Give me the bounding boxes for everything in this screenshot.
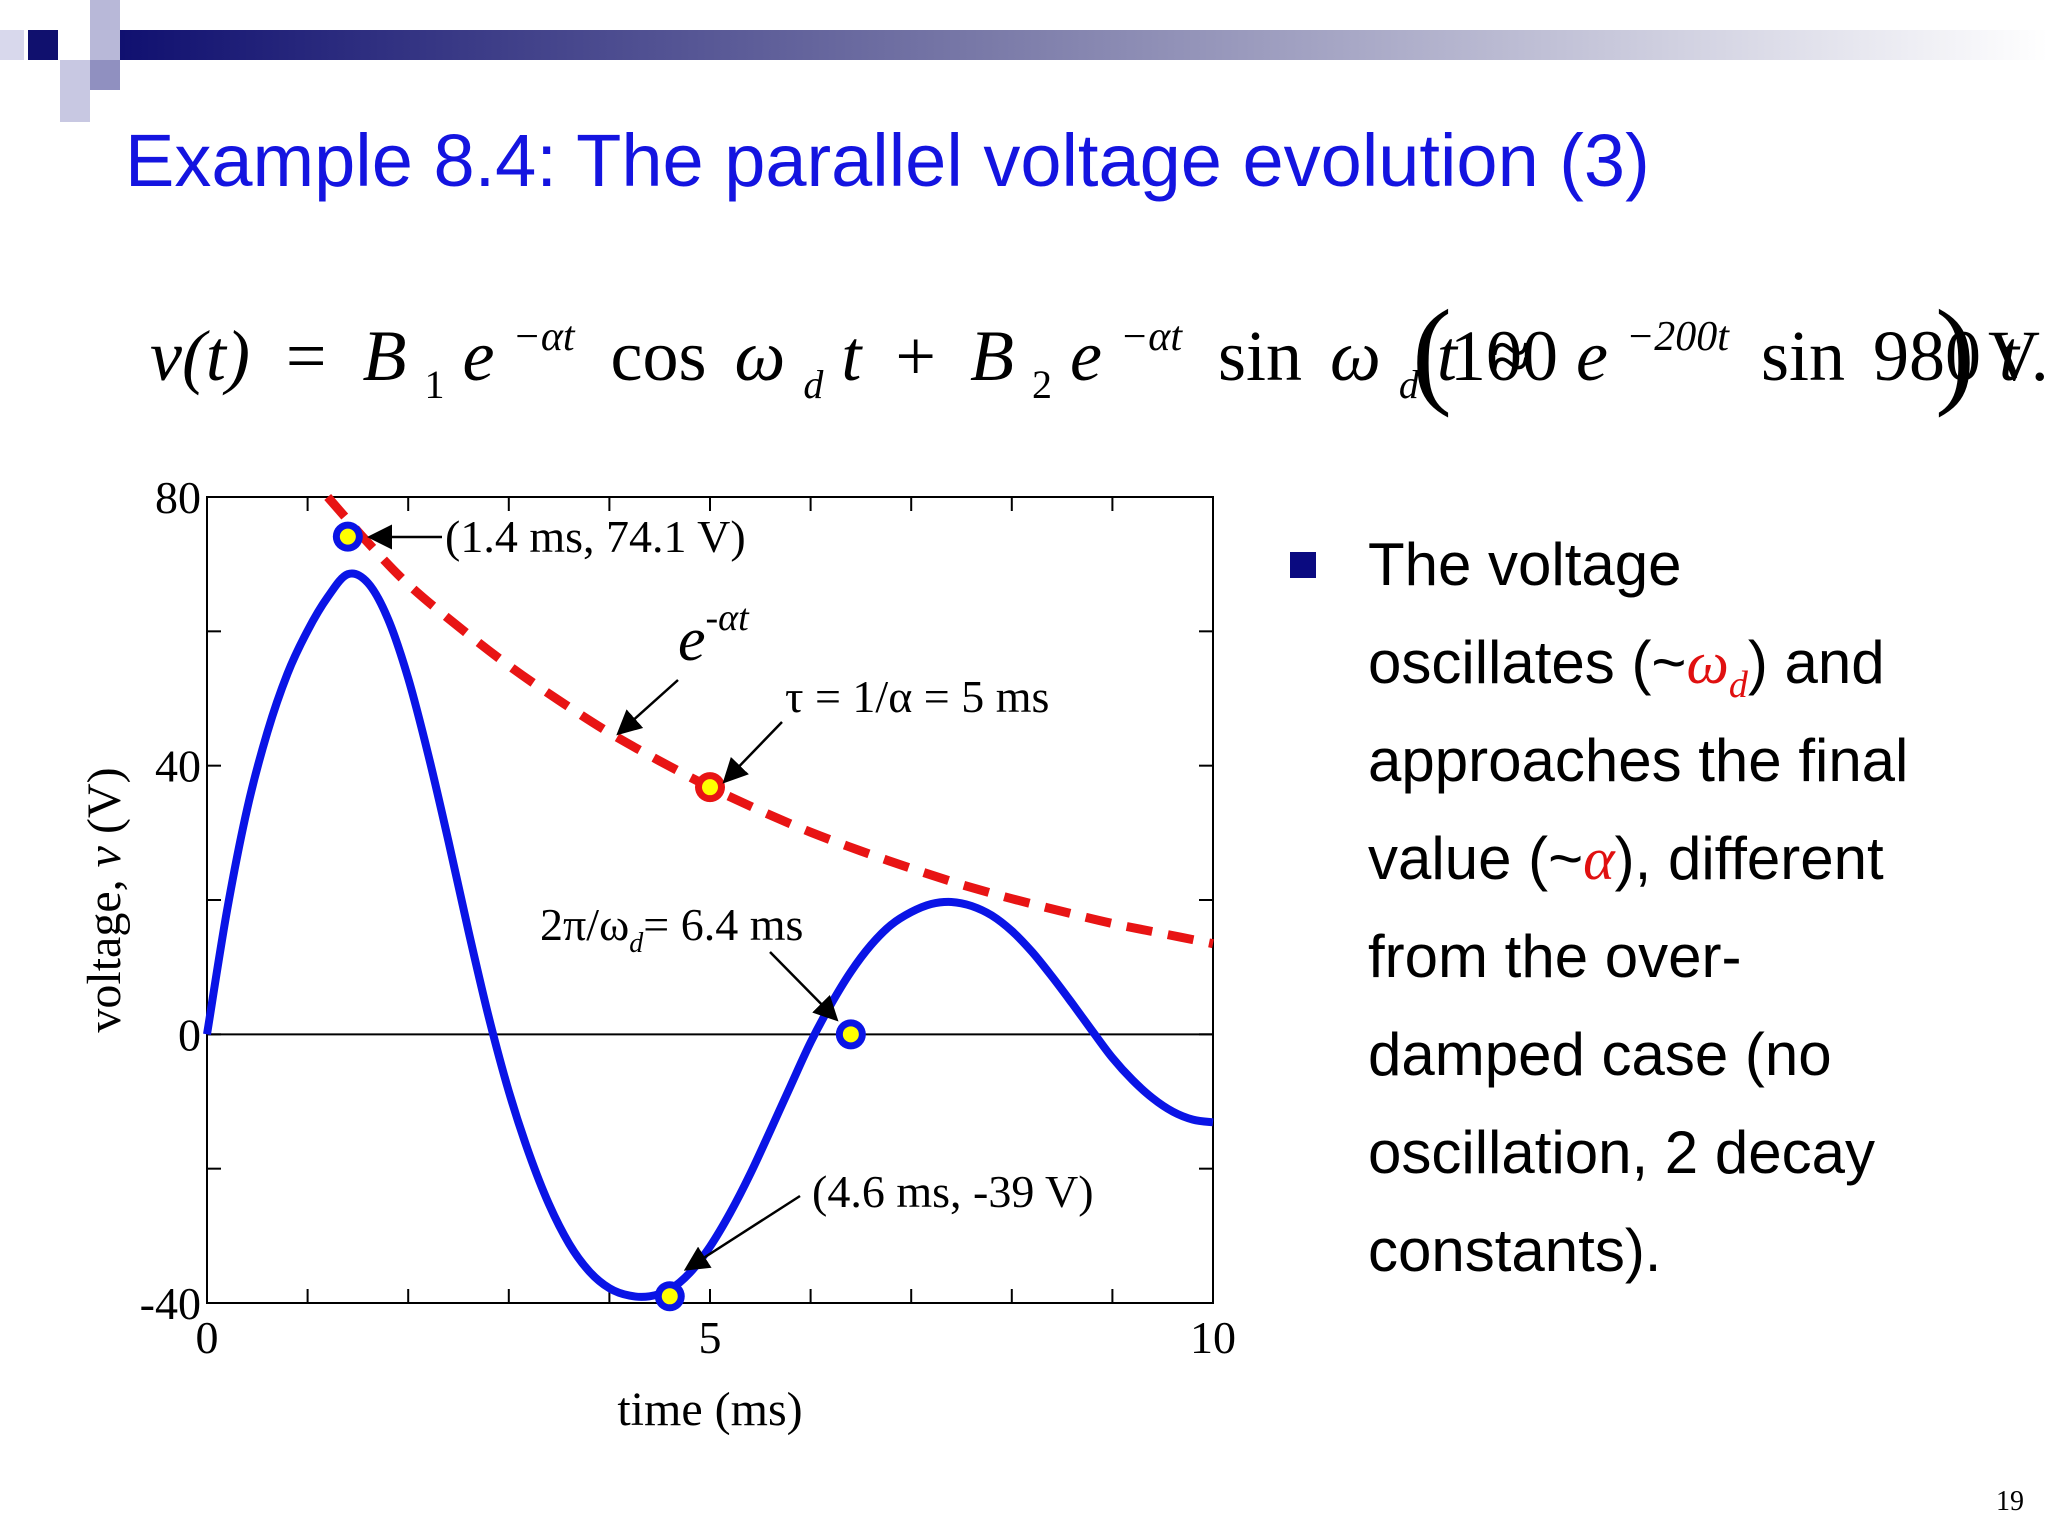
x-tick-label: 5 [699, 1312, 722, 1363]
tau-annotation: τ = 1/α = 5 ms [785, 671, 1049, 722]
formula-cos: cos [611, 316, 707, 396]
formula-equals: = [286, 316, 327, 396]
bullet-line-8: constants). [1368, 1217, 1662, 1284]
tau-arrow [722, 721, 783, 784]
trough-annotation: (4.6 ms, -39 V) [812, 1166, 1094, 1217]
bullet-alpha: α [1583, 826, 1615, 892]
formula-e3: e [1576, 316, 1608, 396]
envelope-series-line [324, 494, 1214, 949]
formula-b1-sub: 1 [425, 362, 445, 407]
formula-paren-close: ) [1935, 300, 1975, 418]
period-b: = 6.4 ms [643, 899, 803, 950]
slide-title: Example 8.4: The parallel voltage evolut… [125, 119, 1650, 202]
period-annotation: 2π/ωd= 6.4 ms [540, 899, 803, 959]
bullet-line-1: The voltage [1368, 531, 1682, 598]
formula-t2: t [1437, 316, 1459, 396]
y-tick-label: 0 [178, 1009, 201, 1060]
marker-center [842, 1026, 859, 1043]
data-marker [835, 1019, 866, 1050]
y-tick-label: -40 [140, 1278, 201, 1329]
bullet-line-4-a: value (~ [1368, 825, 1584, 892]
formula-sin980: sin [1761, 316, 1845, 396]
formula-exp3: −200t [1626, 314, 1730, 360]
y-axis-label-prefix: voltage, [78, 867, 131, 1032]
bullet-square-icon [1290, 552, 1316, 578]
formula-exp2: −αt [1120, 314, 1183, 360]
period-a: 2π/ω [540, 899, 629, 950]
formula-d-sub2: d [1399, 362, 1420, 407]
formula-e1: e [463, 316, 495, 396]
data-marker [695, 772, 725, 803]
peak-annotation: (1.4 ms, 74.1 V) [445, 511, 746, 562]
formula-approx: ≈ [1491, 316, 1531, 396]
voltage-series-line [203, 569, 1214, 1301]
bullet-omega-sub: d [1728, 664, 1748, 706]
bullet-line-7: oscillation, 2 decay [1368, 1119, 1875, 1186]
formula-omega1: ω [735, 316, 786, 396]
voltage-chart: 0 5 10 -40 0 40 80 time (ms) voltage, v … [78, 472, 1236, 1436]
header-square-mid [90, 0, 120, 60]
bullet-line-2: oscillates (~ωd) and [1368, 628, 1885, 706]
envelope-exp: -αt [706, 597, 751, 639]
voltage-formula: v(t) = B 1 e −αt cos ω d t + B 2 e −αt s… [150, 300, 2048, 418]
formula-sin: sin [1218, 316, 1302, 396]
marker-center [661, 1288, 678, 1305]
y-axis-label: voltage, v (V) [78, 767, 131, 1032]
y-axis-label-suffix: (V) [78, 767, 131, 846]
data-marker [332, 521, 363, 552]
y-axis-label-var: v [78, 845, 131, 867]
y-tick-label: 80 [155, 472, 201, 523]
bullet-omega: ω [1686, 630, 1729, 696]
envelope-annotation: e-αt [678, 597, 750, 674]
bullet-line-4-b: ), different [1614, 825, 1884, 892]
header-square-dark [28, 30, 58, 60]
envelope-arrow [616, 679, 679, 736]
formula-t3: t [1999, 316, 2021, 396]
header-decoration [0, 0, 2048, 122]
formula-arg: 980 [1873, 316, 1981, 396]
x-tick-label: 10 [1190, 1312, 1236, 1363]
svg-text:v(t) = B 1: v(t) = B 1 e −αt cos ω d t + B 2 e −αt s… [150, 300, 1530, 414]
formula-t1: t [841, 316, 863, 396]
marker-center [702, 779, 718, 796]
page-number: 19 [1996, 1486, 2024, 1517]
formula-b1: B [363, 316, 407, 396]
formula-plus: + [895, 316, 936, 396]
period-sub: d [629, 928, 644, 959]
formula-paren-open: ( [1412, 300, 1452, 418]
formula-b2-sub: 2 [1032, 362, 1052, 407]
header-square-pale [60, 60, 90, 122]
svg-text:100 e −200t: 100 e −200t sin 980 t [1450, 300, 2021, 396]
formula-v-of-t: v(t) [150, 316, 250, 396]
period-arrow [769, 951, 839, 1022]
header-square-light [0, 30, 24, 60]
bullet-line-4: value (~α), different [1368, 824, 1884, 894]
marker-center [339, 528, 356, 545]
formula-exp1: −αt [512, 314, 575, 360]
y-tick-label: 40 [155, 741, 201, 792]
bullet-line-6: damped case (no [1368, 1021, 1832, 1088]
x-tick-label: 0 [196, 1312, 219, 1363]
plot-frame [206, 496, 1214, 1304]
bullet-line-2-b: ) and [1747, 629, 1885, 696]
formula-coeff: 100 [1450, 316, 1558, 396]
formula-unit: V. [1988, 316, 2048, 396]
header-square-blue [90, 60, 120, 90]
bullet-line-5: from the over- [1368, 923, 1742, 990]
x-axis-label: time (ms) [617, 1383, 802, 1436]
header-gradient-bar [120, 30, 2048, 60]
formula-e2: e [1070, 316, 1102, 396]
bullet-line-3: approaches the final [1368, 727, 1909, 794]
bullet-line-2-a: oscillates (~ [1368, 629, 1687, 696]
envelope-e: e [678, 606, 706, 674]
formula-d-sub1: d [803, 362, 824, 407]
formula-omega2: ω [1330, 316, 1381, 396]
data-marker [654, 1281, 685, 1312]
formula-b2: B [970, 316, 1014, 396]
trough-arrow [683, 1194, 801, 1271]
